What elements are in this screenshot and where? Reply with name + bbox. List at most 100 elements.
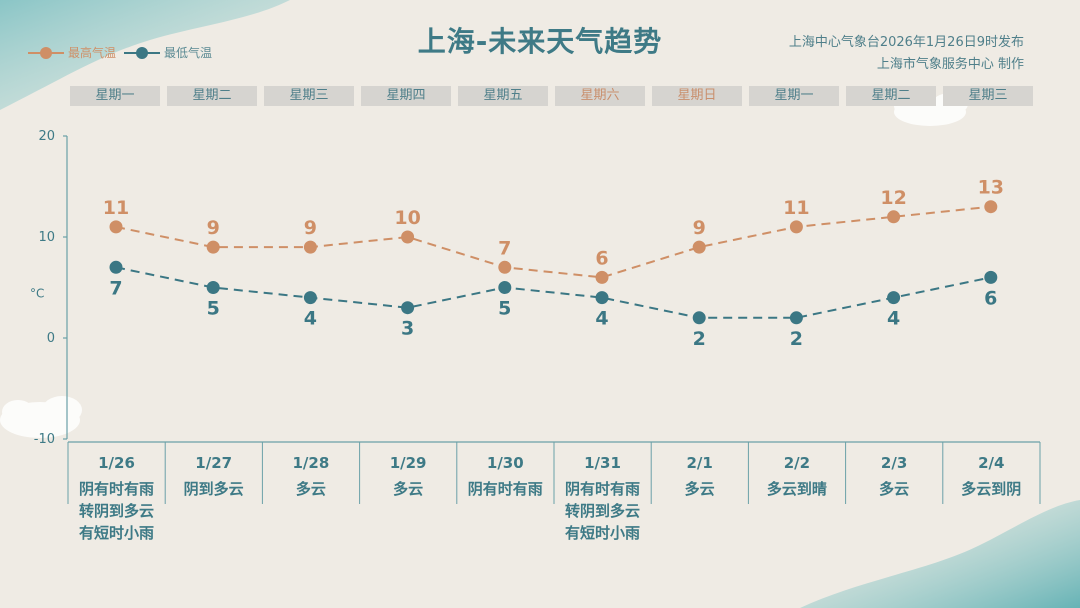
weekday-label: 星期日 (652, 86, 742, 106)
weekday-label: 星期五 (458, 86, 548, 106)
date-label: 2/4 (978, 454, 1005, 472)
value-label-high: 9 (693, 217, 706, 239)
legend: 最高气温 最低气温 (28, 44, 212, 61)
weather-description: 阴有时有雨 转阴到多云 有短时小雨 (78, 480, 154, 542)
point-low (109, 260, 123, 274)
point-low (206, 281, 220, 294)
chart-title: 上海-未来天气趋势 (417, 25, 663, 58)
point-high (498, 260, 512, 274)
date-label: 2/1 (686, 454, 713, 472)
value-label-high: 11 (783, 197, 809, 219)
weekday-label: 星期二 (167, 86, 257, 106)
legend-item-low: 最低气温 (124, 44, 212, 61)
point-low (401, 301, 415, 315)
weekday-label: 星期三 (264, 86, 354, 106)
weather-description: 多云 (393, 480, 424, 498)
value-label-high: 6 (595, 247, 608, 269)
weekday-label: 星期二 (846, 86, 936, 106)
legend-high-label: 最高气温 (68, 46, 117, 60)
weekday-label: 星期一 (70, 86, 160, 106)
weather-description: 多云到阴 (961, 480, 1022, 498)
value-label-high: 13 (978, 177, 1004, 199)
legend-high-marker (28, 46, 64, 59)
date-column: 1/27 阴到多云 (165, 444, 262, 500)
value-label-high: 9 (304, 217, 317, 239)
point-low (498, 281, 512, 294)
series-line-low (115, 266, 992, 319)
cloud-left-icon (0, 396, 82, 438)
value-label-low: 4 (887, 308, 900, 330)
legend-low-marker (124, 46, 161, 59)
date-column: 2/2 多云到晴 (748, 444, 845, 500)
legend-item-high: 最高气温 (28, 44, 116, 61)
date-label: 1/26 (98, 454, 135, 472)
y-tick-label: 20 (38, 129, 55, 144)
date-label: 1/27 (195, 454, 233, 472)
point-high (887, 210, 901, 224)
value-label-low: 4 (595, 308, 608, 330)
weekday-label: 星期六 (555, 86, 645, 106)
point-low (692, 311, 706, 325)
y-tick-label: -10 (34, 432, 55, 447)
weekday-label: 星期四 (361, 86, 451, 106)
date-column: 2/1 多云 (651, 444, 748, 500)
date-column: 2/4 多云到阴 (943, 444, 1040, 500)
date-label: 2/3 (880, 454, 908, 472)
point-low (984, 270, 998, 284)
y-axis-unit: °C (30, 287, 44, 301)
date-column: 1/29 多云 (360, 444, 457, 500)
date-column: 2/3 多云 (846, 444, 943, 500)
date-column: 1/26 阴有时有雨 转阴到多云 有短时小雨 (68, 444, 165, 544)
value-label-low: 5 (498, 298, 511, 320)
weather-description: 多云到晴 (766, 480, 827, 498)
value-label-low: 2 (693, 328, 706, 350)
weather-description: 多云 (684, 480, 715, 498)
date-column: 1/31 阴有时有雨 转阴到多云 有短时小雨 (554, 444, 651, 544)
date-label: 1/28 (292, 454, 330, 472)
value-label-high: 12 (880, 187, 906, 209)
point-high (692, 240, 706, 254)
legend-low-label: 最低气温 (164, 46, 213, 60)
weekday-label: 星期三 (943, 86, 1033, 106)
point-low (303, 291, 317, 305)
weather-description: 多云 (295, 480, 326, 498)
value-label-low: 2 (790, 328, 803, 350)
point-high (206, 240, 220, 254)
point-high (109, 220, 123, 234)
date-label: 2/2 (783, 454, 811, 472)
point-high (789, 220, 803, 234)
point-high (595, 270, 609, 284)
value-label-low: 3 (401, 318, 414, 340)
value-label-low: 5 (207, 298, 220, 320)
weekday-row: 星期一 星期二 星期三 星期四 星期五 星期六 星期日 星期一 星期二 星期三 (70, 86, 1033, 106)
point-low (887, 291, 901, 305)
value-label-low: 7 (109, 277, 122, 299)
y-tick-label: 10 (38, 230, 55, 245)
y-tick-label: 0 (47, 331, 55, 346)
value-label-high: 7 (498, 237, 511, 259)
point-high (303, 240, 317, 254)
bottom-right-wash (800, 500, 1080, 608)
date-label: 1/31 (584, 454, 621, 472)
point-low (789, 311, 803, 325)
point-high (401, 230, 415, 244)
weekday-label: 星期一 (749, 86, 839, 106)
point-low (595, 291, 609, 305)
value-label-high: 11 (103, 197, 129, 219)
weather-description: 阴到多云 (183, 480, 244, 498)
value-label-high: 9 (207, 217, 220, 239)
value-label-high: 10 (394, 207, 420, 229)
value-label-low: 6 (984, 287, 997, 309)
top-left-wash (0, 0, 290, 110)
date-label: 1/30 (486, 454, 524, 472)
source-line-1: 上海中心气象台2026年1月26日9时发布 (788, 35, 1024, 50)
date-column: 1/30 阴有时有雨 (457, 444, 554, 500)
series-line-high (115, 205, 991, 279)
date-column: 1/28 多云 (262, 444, 359, 500)
weather-description: 阴有时有雨 (467, 480, 543, 498)
date-label: 1/29 (389, 454, 427, 472)
point-high (984, 200, 998, 214)
source-line-2: 上海市气象服务中心 制作 (876, 57, 1024, 72)
